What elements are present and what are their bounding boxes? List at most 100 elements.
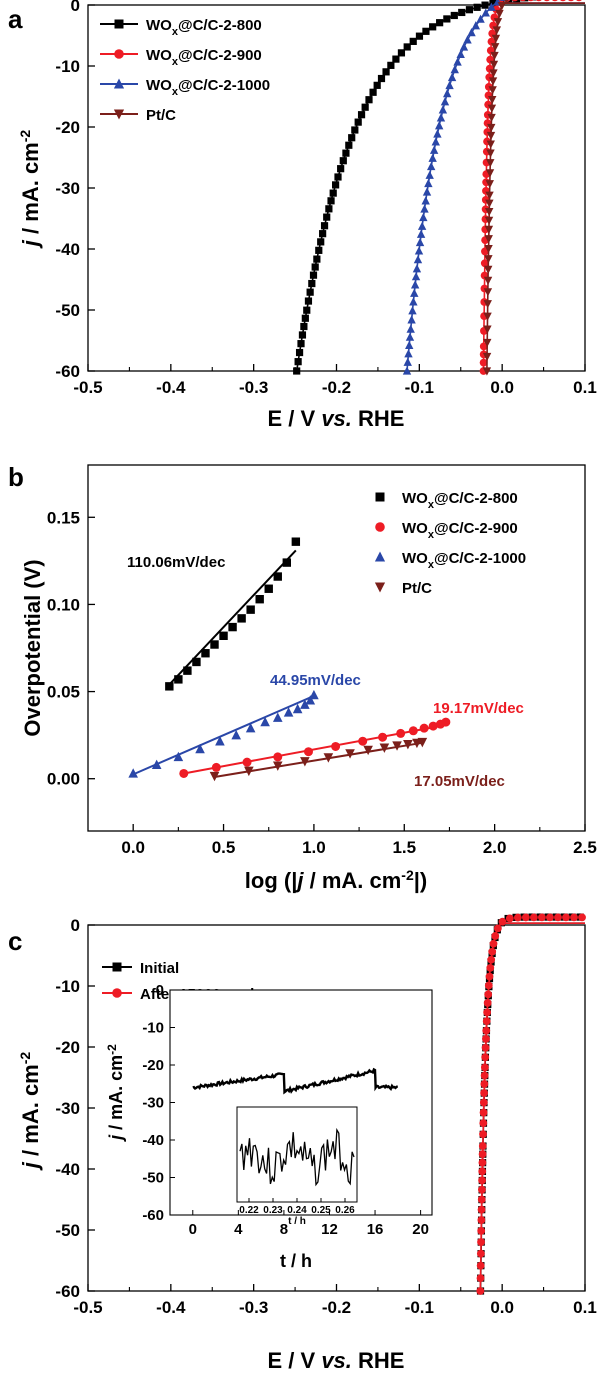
a-data-point (377, 74, 386, 83)
c-data-point (476, 1274, 485, 1283)
b-data-point (331, 741, 341, 751)
panel-b-legend: WOx@C/C-2-800 WOx@C/C-2-900 WOx@C/C-2-1000… (374, 490, 526, 597)
b-data-point (173, 751, 184, 762)
a-data-point (450, 65, 459, 74)
a-data-point (300, 322, 308, 331)
panel-b-frame (87, 464, 586, 832)
b-data-point (300, 757, 310, 767)
c-data-point (478, 1142, 487, 1150)
panel-c-xlabel: E / V vs. RHE (268, 1348, 405, 1373)
a-data-point (304, 297, 313, 305)
a-xtick-label: -0.5 (73, 378, 102, 397)
slope-label-900: 19.17mV/dec (433, 700, 524, 717)
a-data-point (320, 222, 329, 230)
b-xtick-label: 0.5 (212, 838, 236, 857)
a-data-point (459, 42, 469, 51)
a-data-point (422, 27, 430, 35)
a-data-point (445, 80, 454, 90)
a-data-point (519, 0, 526, 2)
c-data-point (479, 1108, 488, 1117)
a-series-line (295, 2, 585, 372)
b-data-point (283, 707, 294, 717)
a-data-point (298, 331, 307, 339)
a-data-point (429, 145, 439, 154)
inset-ytick-label: -50 (142, 1170, 164, 1187)
c-data-point (521, 913, 530, 922)
b-data-point (417, 737, 428, 748)
a-data-point (402, 366, 412, 375)
c-series-line (479, 922, 585, 1292)
a-data-point (332, 181, 340, 189)
b-data-point (392, 741, 402, 751)
b-data-point (260, 716, 270, 727)
b-data-point (441, 717, 451, 727)
b-data-point (363, 745, 373, 756)
a-data-point (453, 57, 462, 66)
b-data-point (195, 743, 205, 754)
panel-a-xlabel: E / V vs. RHE (268, 406, 405, 431)
c-data-point (482, 1026, 491, 1035)
b-xtick-label: 2.0 (483, 838, 507, 857)
a-data-point (415, 237, 425, 247)
a-data-point (329, 189, 337, 197)
a-ytick-label: -10 (55, 57, 80, 76)
a-data-point (311, 263, 319, 271)
b-data-point (151, 759, 162, 769)
panel-a-label: a (8, 4, 23, 34)
a-data-point (493, 18, 503, 27)
b-data-point (264, 584, 273, 593)
c-data-point (493, 924, 502, 933)
panel-c-data (476, 913, 586, 1295)
a-data-point (436, 113, 446, 122)
panel-c-ticks: -0.5 -0.4 -0.3 -0.2 -0.1 0.0 0.1 0 -10 -20 -30 -40 -… (55, 916, 596, 1317)
b-data-point (245, 722, 256, 733)
a-data-point (473, 3, 481, 11)
b-legend-marker (375, 492, 385, 502)
a-xtick-label: 0.0 (490, 378, 514, 397)
a-data-point (295, 348, 304, 357)
a-data-point (339, 157, 347, 165)
panel-b: b 0.0 0.5 1.0 1.5 2.0 2.5 0.00 0.05 0.10 0.15 WOx… (8, 462, 597, 893)
b-data-point (396, 728, 406, 738)
a-data-point (481, 8, 490, 17)
panel-b-ticks: 0.0 0.5 1.0 1.5 2.0 2.5 0.00 0.05 0.10 0.15 (47, 508, 597, 857)
a-data-point (483, 338, 492, 348)
a-data-point (345, 141, 353, 149)
a-data-point (306, 288, 314, 296)
a-data-point (479, 358, 488, 367)
a-data-point (487, 104, 497, 113)
c-data-point (484, 990, 493, 999)
a-data-point (303, 306, 311, 314)
a-data-point (535, 0, 542, 2)
c-data-point (480, 1089, 488, 1097)
c-ytick-label: -20 (55, 1038, 80, 1057)
a-data-point (297, 340, 305, 348)
b-data-point (246, 605, 255, 614)
a-data-point (354, 118, 362, 126)
c-data-point (578, 913, 586, 922)
b-fit-line (183, 724, 447, 775)
a-data-point (458, 8, 466, 17)
zoom-xtick-label: 0.24 (287, 1205, 307, 1216)
c-data-point (505, 914, 514, 923)
c-xtick-label: -0.1 (405, 1298, 434, 1317)
a-data-point (334, 173, 342, 181)
inset-ytick-label: -20 (142, 1057, 164, 1074)
panel-b-xlabel: log (|j / mA. cm-2|) (245, 867, 427, 893)
a-ytick-label: -60 (55, 362, 80, 381)
zoom-frame (236, 1106, 358, 1203)
b-data-point (408, 726, 418, 736)
c-xtick-label: 0.1 (573, 1298, 597, 1317)
a-data-point (417, 221, 427, 230)
b-data-point (292, 703, 303, 714)
inset-stability-trace (192, 1067, 399, 1095)
a-data-point (410, 280, 420, 289)
c-data-point (480, 1063, 489, 1072)
zoom-inset: 0.22 0.23 0.24 0.25 0.26 t / h (236, 1106, 358, 1227)
b-data-point (379, 743, 390, 753)
a-data-point (463, 35, 472, 44)
a-ytick-label: 0 (71, 0, 80, 15)
b-legend-marker (374, 551, 386, 562)
a-xtick-label: -0.1 (405, 378, 434, 397)
c-data-point (482, 1035, 490, 1043)
